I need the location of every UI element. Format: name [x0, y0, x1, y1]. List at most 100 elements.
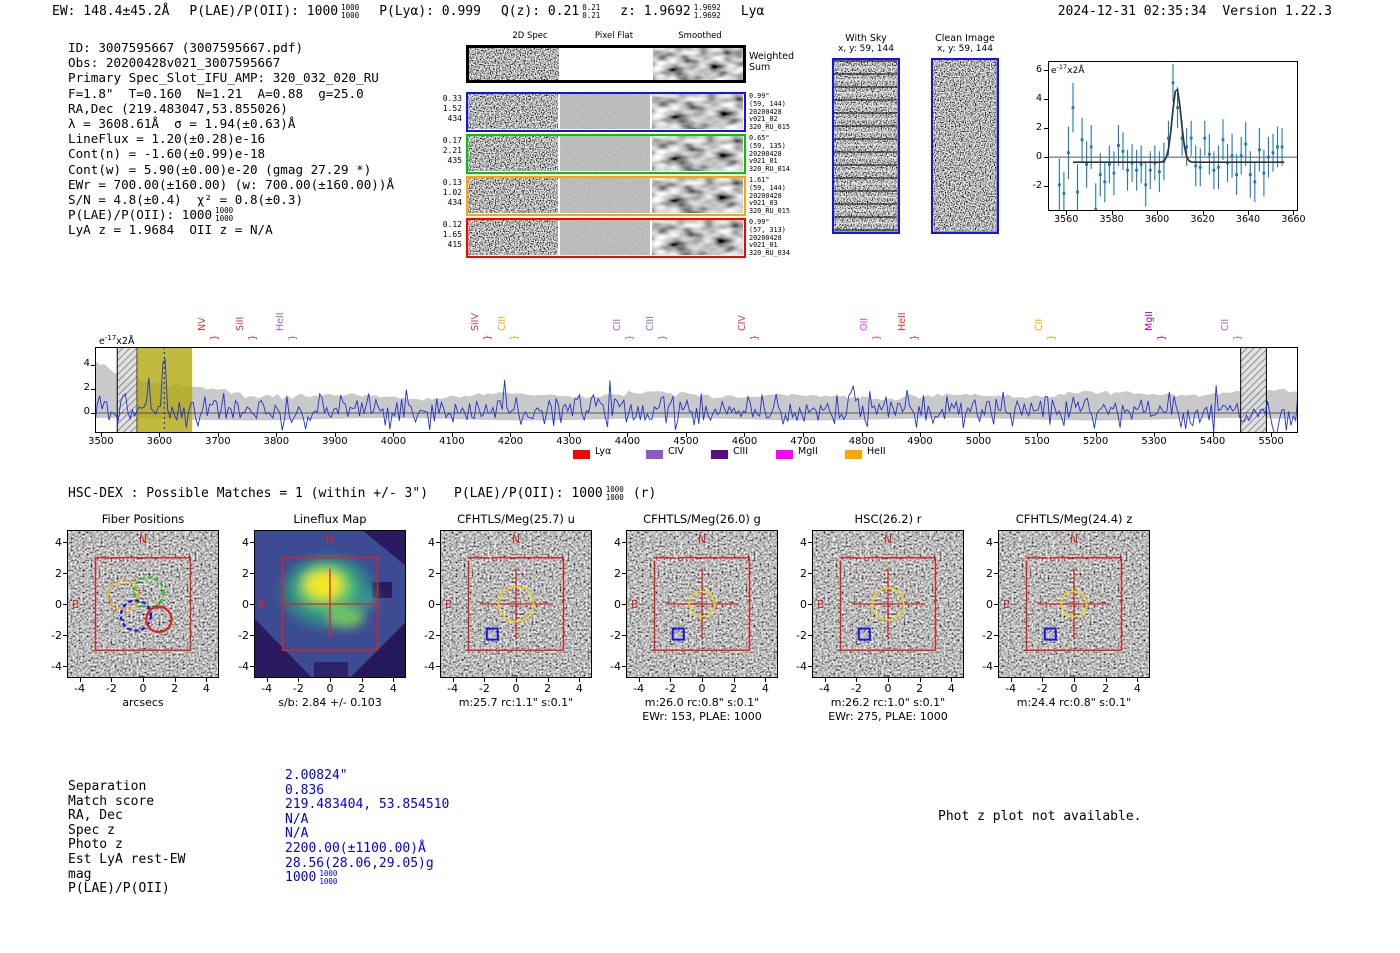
- cutout-y-tick-label: 2: [428, 567, 435, 581]
- spec2d-right-label: 20200428: [749, 191, 782, 200]
- match-label-0: Separation: [68, 779, 147, 794]
- line-fit-plot: [1048, 61, 1298, 211]
- report-version: Version 1.22.3: [1222, 4, 1332, 19]
- cutout-y-tick-mark: [63, 542, 67, 544]
- spec2d-right-label: (59, 144): [749, 183, 786, 192]
- hscdex-plae-frac: 1000 1000: [605, 485, 624, 502]
- cutout-x-tick-mark: [1042, 678, 1044, 682]
- spectrum-x-tick-mark: [920, 433, 921, 437]
- spectrum-x-tick-mark: [627, 433, 629, 437]
- inset-y-tick-label: 6: [1035, 63, 1042, 75]
- cutout-title-fiber: Fiber Positions: [101, 512, 185, 526]
- spectrum-x-tick-label: 5000: [965, 436, 992, 447]
- spec2d-strip-fiber1-seg0: [468, 94, 558, 129]
- spec2d-right-label: 1.61": [749, 176, 770, 184]
- svg-text:E: E: [259, 598, 266, 611]
- info-line-cont-n: Cont(n) = -1.60(±0.99)e-18: [68, 146, 266, 162]
- cutout-x-tick-label: -4: [1005, 682, 1017, 695]
- info-line-lineflux: LineFlux = 1.20(±0.28)e-16: [68, 131, 266, 147]
- spec2d-right-label: 320_RU_015: [749, 123, 790, 132]
- cutout-x-tick-label: 0: [512, 682, 520, 695]
- spectrum-x-tick-mark: [217, 433, 219, 437]
- svg-text:E: E: [445, 598, 452, 611]
- cutout-x-tick-mark: [484, 678, 486, 682]
- cutout-x-tick-mark: [670, 678, 672, 682]
- info-line-primary-spec: Primary Spec_Slot_IFU_AMP: 320_032_020_R…: [68, 70, 379, 86]
- cutout-panel-g: NE: [626, 530, 778, 678]
- line-marker-label-cii-5: CII: [612, 318, 624, 331]
- spec2d-left-label: 435: [447, 156, 462, 165]
- spectrum-x-tick-mark: [1037, 433, 1039, 437]
- inset-x-tick-mark: [1111, 211, 1113, 215]
- line-marker-label-siii-1: SiII: [234, 316, 246, 331]
- line-marker-label-ciii-4: CIII: [497, 315, 509, 331]
- cutout-x-tick-label: 2: [916, 682, 924, 695]
- spec2d-right-label: 320_RU_014: [749, 165, 790, 174]
- cutout-y-tick-label: -4: [796, 659, 807, 673]
- spec2d-header-pixelflat: Pixel Flat: [594, 31, 634, 41]
- info-line-lambda: λ = 3608.61Å σ = 1.94(±0.63)Å: [68, 116, 296, 132]
- svg-text:N: N: [326, 533, 334, 546]
- cutout-panel-fiber: NE: [67, 530, 219, 678]
- cutout-x-tick-mark: [111, 678, 113, 682]
- legend-swatch-civ: [646, 450, 663, 459]
- spec2d-left-label: 2.21: [442, 146, 462, 155]
- cutout-x-tick-mark: [206, 678, 208, 682]
- inset-y-tick-mark: [1044, 157, 1048, 159]
- spectrum-x-tick-mark: [1095, 433, 1097, 437]
- info-line-obs: Obs: 20200428v021_3007595667: [68, 55, 281, 71]
- cutout-y-tick-mark: [436, 604, 440, 605]
- spectrum-y-tick-mark: [91, 388, 95, 390]
- cutout-caption2-r: EWr: 275, PLAE: 1000: [828, 710, 948, 723]
- spec2d-right-label: 0.99": [749, 92, 770, 100]
- inset-x-tick-label: 3620: [1190, 214, 1215, 225]
- match-label-3: Spec z: [68, 822, 115, 838]
- cutout-y-tick-label: -4: [610, 659, 621, 673]
- cutout-x-tick-label: 2: [171, 682, 179, 695]
- cutout-y-tick-mark: [436, 542, 440, 544]
- spec2d-strip-fiber4-seg2: [652, 220, 743, 255]
- inset-y-tick-label: -2: [1032, 180, 1042, 192]
- line-marker-label-siiv-3: SiIV: [470, 313, 482, 331]
- cutout-x-tick-label: 4: [575, 682, 583, 695]
- cutout-x-tick-label: 4: [1133, 682, 1141, 695]
- spec2d-right-label: 320_RU_015: [749, 207, 790, 216]
- spec2d-right-label: 20200428: [749, 149, 782, 158]
- info-line-cont-w: Cont(w) = 5.90(±0.00)e-20 (gmag 27.29 *): [68, 161, 372, 177]
- legend-label-civ: CIV: [668, 446, 684, 457]
- inset-x-tick-mark: [1293, 211, 1295, 215]
- svg-text:N: N: [698, 533, 706, 546]
- info-line-ewr: EWr = 700.00(±160.00) (w: 700.00(±160.00…: [68, 176, 395, 192]
- spectrum-x-tick-label: 4700: [790, 436, 816, 447]
- spectrum-x-tick-label: 5500: [1258, 436, 1284, 447]
- hscdex-text: HSC-DEX : Possible Matches = 1 (within +…: [68, 486, 429, 501]
- cutout-y-tick-mark: [994, 604, 998, 605]
- legend-label-ciii: CIII: [733, 446, 749, 457]
- header-qz: Q(z): 0.21 0.21 0.21: [500, 3, 601, 20]
- info-line-sn-chi2: S/N = 4.8(±0.4) χ² = 0.8(±0.3): [68, 192, 304, 208]
- cutout-x-tick-mark: [856, 678, 858, 682]
- spec2d-left-label: 0.33: [442, 94, 462, 103]
- spectrum-y-tick-mark: [91, 412, 95, 414]
- svg-text:N: N: [139, 533, 147, 546]
- spec2d-right-label: v021_01: [749, 241, 778, 250]
- legend-label-mgii: MgII: [798, 446, 818, 457]
- cutout-y-tick-label: 4: [800, 536, 807, 550]
- line-marker-brace-11: {: [1155, 334, 1167, 341]
- cutout-x-tick-label: -2: [105, 682, 117, 695]
- cutout-x-tick-mark: [361, 678, 363, 682]
- cutout-y-tick-mark: [808, 665, 812, 667]
- phot-z-note: Phot z plot not available.: [938, 809, 1142, 824]
- cutout-x-tick-label: -4: [261, 682, 273, 695]
- cutout-title-g: CFHTLS/Meg(26.0) g: [643, 512, 761, 526]
- legend-swatch-mgii: [776, 450, 793, 459]
- spec2d-left-label: 1.02: [442, 188, 462, 197]
- cutout-panel-lineflux: NE: [254, 530, 406, 678]
- line-marker-brace-12: {: [1231, 334, 1243, 341]
- spec2d-right-label: 320_RU_034: [749, 249, 790, 258]
- spec2d-strip-fiber4: [466, 218, 746, 258]
- cutout-x-tick-label: 0: [884, 682, 892, 695]
- spec2d-strip-fiber4-seg0: [468, 220, 558, 255]
- spec2d-strip-fiber3: [466, 176, 746, 216]
- spec2d-left-label: 415: [447, 240, 462, 249]
